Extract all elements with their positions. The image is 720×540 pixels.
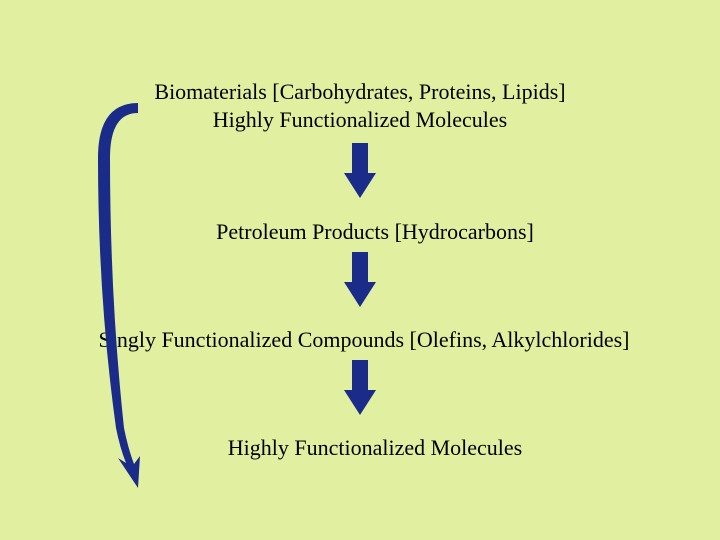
node-highly: Highly Functionalized Molecules — [215, 434, 535, 462]
node-biomaterials-line2: Highly Functionalized Molecules — [213, 107, 508, 132]
arrow-down-1 — [344, 143, 376, 203]
arrow-down-2 — [344, 252, 376, 312]
node-biomaterials: Biomaterials [Carbohydrates, Proteins, L… — [150, 78, 570, 133]
arrow-down-3 — [344, 360, 376, 420]
node-singly-line1: Singly Functionalized Compounds [Olefins… — [98, 327, 629, 352]
node-singly: Singly Functionalized Compounds [Olefins… — [79, 326, 649, 354]
node-petroleum: Petroleum Products [Hydrocarbons] — [205, 218, 545, 246]
curved-arrow-icon — [88, 98, 158, 493]
node-petroleum-line1: Petroleum Products [Hydrocarbons] — [216, 219, 534, 244]
node-highly-line1: Highly Functionalized Molecules — [228, 435, 523, 460]
node-biomaterials-line1: Biomaterials [Carbohydrates, Proteins, L… — [154, 79, 565, 104]
